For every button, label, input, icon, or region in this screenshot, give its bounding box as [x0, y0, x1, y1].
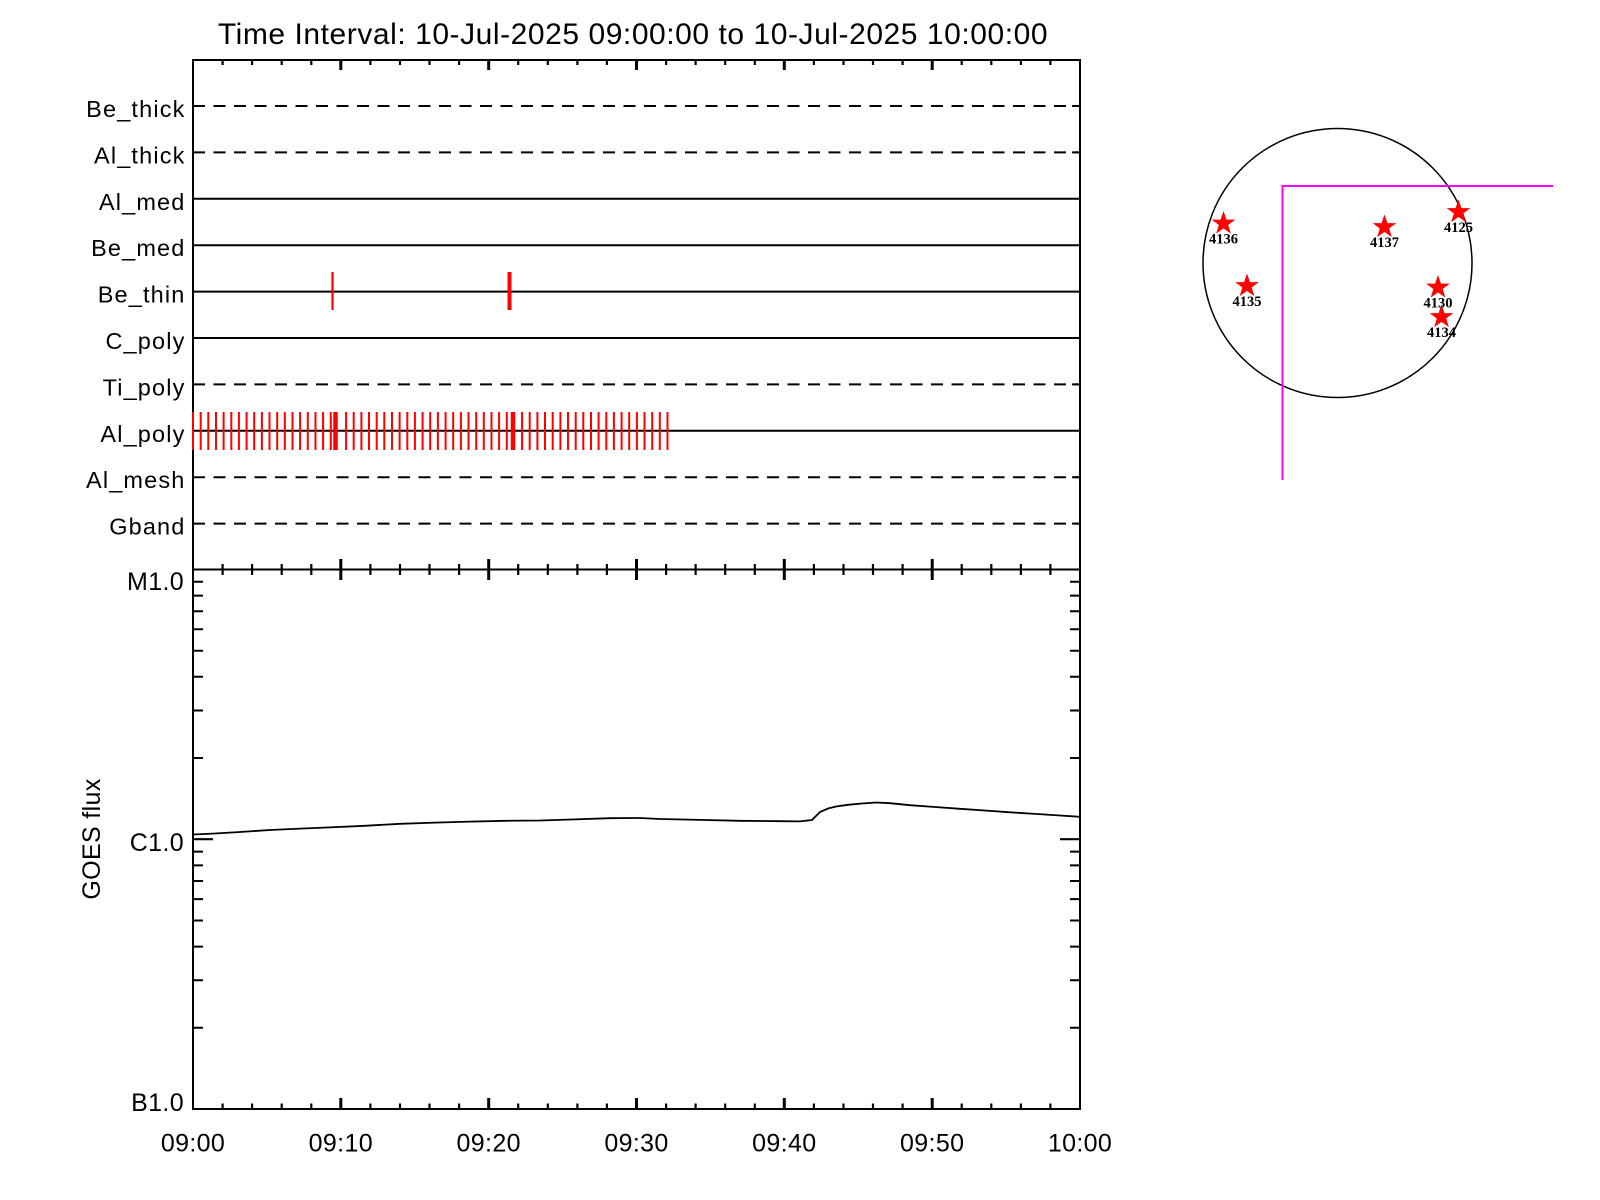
svg-text:C_poly: C_poly: [105, 328, 185, 354]
svg-text:Ti_poly: Ti_poly: [103, 374, 186, 400]
svg-text:09:40: 09:40: [752, 1130, 816, 1158]
svg-text:09:00: 09:00: [161, 1130, 225, 1158]
svg-text:Gband: Gband: [109, 514, 185, 540]
svg-text:4137: 4137: [1370, 235, 1399, 251]
svg-text:Al_thick: Al_thick: [94, 142, 185, 168]
svg-text:M1.0: M1.0: [127, 568, 184, 596]
svg-text:4134: 4134: [1427, 325, 1456, 341]
svg-text:4125: 4125: [1444, 220, 1473, 236]
svg-text:09:30: 09:30: [604, 1130, 668, 1158]
svg-text:Be_thin: Be_thin: [98, 282, 186, 308]
svg-text:09:50: 09:50: [900, 1130, 964, 1158]
svg-text:Al_med: Al_med: [99, 189, 186, 215]
svg-text:B1.0: B1.0: [131, 1089, 184, 1117]
svg-text:Al_poly: Al_poly: [100, 421, 185, 447]
svg-text:4130: 4130: [1424, 296, 1453, 312]
svg-text:10:00: 10:00: [1048, 1130, 1112, 1158]
svg-text:Time Interval: 10-Jul-2025 09:: Time Interval: 10-Jul-2025 09:00:00 to 1…: [218, 18, 1048, 51]
svg-text:Be_med: Be_med: [91, 235, 185, 261]
svg-text:Al_mesh: Al_mesh: [86, 467, 185, 493]
svg-text:4135: 4135: [1233, 294, 1262, 310]
svg-text:4136: 4136: [1209, 232, 1238, 248]
svg-text:GOES flux: GOES flux: [78, 778, 106, 899]
svg-text:Be_thick: Be_thick: [86, 96, 185, 122]
svg-text:09:10: 09:10: [309, 1130, 373, 1158]
svg-text:09:20: 09:20: [457, 1130, 521, 1158]
svg-text:C1.0: C1.0: [130, 829, 184, 857]
